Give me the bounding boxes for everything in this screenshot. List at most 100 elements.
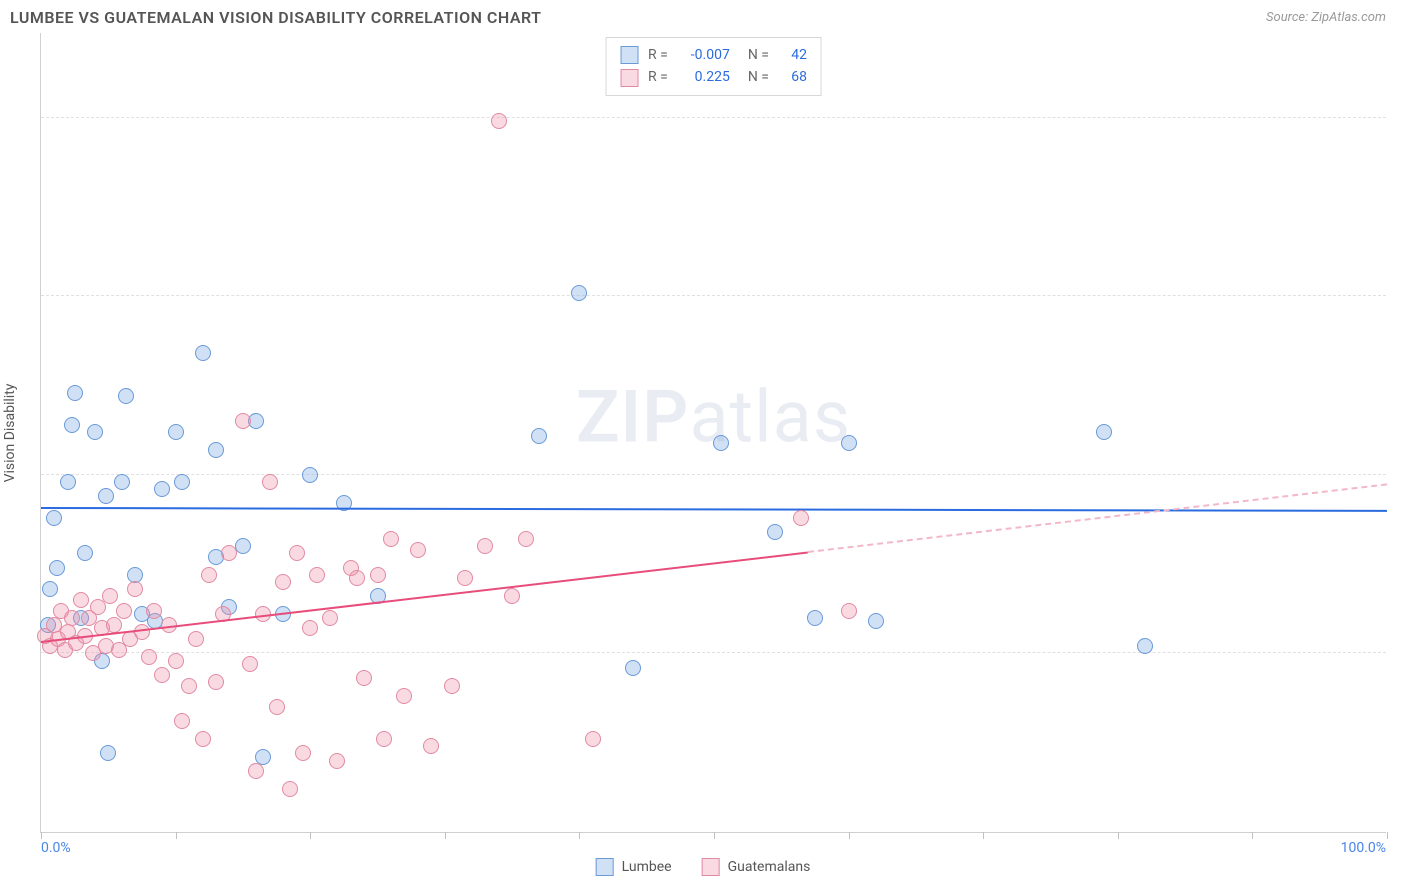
data-point-guatemalans [504, 588, 520, 604]
data-point-lumbee [42, 581, 58, 597]
data-point-guatemalans [242, 656, 258, 672]
data-point-guatemalans [410, 542, 426, 558]
data-point-guatemalans [309, 567, 325, 583]
data-point-guatemalans [282, 781, 298, 797]
data-point-guatemalans [370, 567, 386, 583]
legend-n-label: N = [748, 44, 769, 66]
legend-bottom: Lumbee Guatemalans [596, 858, 811, 876]
legend-r-label: R = [648, 66, 668, 88]
data-point-lumbee [174, 474, 190, 490]
data-point-lumbee [67, 385, 83, 401]
data-point-guatemalans [262, 474, 278, 490]
data-point-lumbee [100, 745, 116, 761]
legend-r-value: -0.007 [678, 44, 730, 66]
y-axis-title: Vision Disability [2, 384, 18, 483]
legend-label: Lumbee [622, 859, 672, 875]
data-point-lumbee [46, 510, 62, 526]
data-point-lumbee [1096, 424, 1112, 440]
data-point-lumbee [868, 613, 884, 629]
data-point-guatemalans [208, 674, 224, 690]
x-tick [983, 832, 984, 839]
data-point-guatemalans [793, 510, 809, 526]
data-point-lumbee [195, 345, 211, 361]
data-point-guatemalans [127, 581, 143, 597]
legend-r-value: 0.225 [678, 66, 730, 88]
data-point-guatemalans [201, 567, 217, 583]
x-tick [849, 832, 850, 839]
chart-title: LUMBEE VS GUATEMALAN VISION DISABILITY C… [10, 8, 542, 27]
legend-swatch [620, 69, 638, 87]
data-point-guatemalans [181, 678, 197, 694]
data-point-lumbee [571, 285, 587, 301]
data-point-lumbee [713, 435, 729, 451]
x-tick [41, 832, 42, 839]
data-point-lumbee [118, 388, 134, 404]
chart-header: LUMBEE VS GUATEMALAN VISION DISABILITY C… [0, 0, 1406, 29]
data-point-lumbee [841, 435, 857, 451]
data-point-guatemalans [329, 753, 345, 769]
data-point-guatemalans [322, 610, 338, 626]
x-tick [714, 832, 715, 839]
y-tick-label: 7.5% [1394, 288, 1406, 304]
legend-swatch [702, 858, 720, 876]
data-point-lumbee [1137, 638, 1153, 654]
data-point-guatemalans [491, 113, 507, 129]
data-point-lumbee [531, 428, 547, 444]
data-point-guatemalans [302, 620, 318, 636]
data-point-guatemalans [221, 545, 237, 561]
data-point-guatemalans [195, 731, 211, 747]
y-tick-label: 10.0% [1394, 110, 1406, 126]
legend-item-guatemalans: Guatemalans [702, 858, 811, 876]
legend-n-value: 42 [779, 44, 807, 66]
chart-area: ZIPatlas 2.5%5.0%7.5%10.0%0.0%100.0%R =-… [40, 33, 1386, 833]
data-point-guatemalans [477, 538, 493, 554]
data-point-guatemalans [154, 667, 170, 683]
data-point-guatemalans [102, 588, 118, 604]
data-point-guatemalans [518, 531, 534, 547]
x-tick [176, 832, 177, 839]
data-point-lumbee [302, 467, 318, 483]
legend-stats: R = -0.007 N = 42 R = 0.225 N = 68 [605, 37, 822, 96]
watermark-zip: ZIP [576, 374, 689, 459]
data-point-lumbee [154, 481, 170, 497]
data-point-guatemalans [188, 631, 204, 647]
data-point-lumbee [60, 474, 76, 490]
data-point-guatemalans [116, 603, 132, 619]
trend-line [808, 484, 1387, 554]
y-tick-label: 2.5% [1394, 645, 1406, 661]
legend-n-value: 68 [779, 66, 807, 88]
data-point-guatemalans [275, 574, 291, 590]
data-point-guatemalans [457, 570, 473, 586]
x-tick [579, 832, 580, 839]
gridline-h [41, 295, 1386, 296]
data-point-guatemalans [356, 670, 372, 686]
data-point-lumbee [87, 424, 103, 440]
gridline-h [41, 652, 1386, 653]
legend-swatch [620, 46, 638, 64]
trend-line [41, 551, 808, 643]
data-point-lumbee [807, 610, 823, 626]
legend-n-label: N = [748, 66, 769, 88]
data-point-guatemalans [423, 738, 439, 754]
plot-region: ZIPatlas 2.5%5.0%7.5%10.0%0.0%100.0%R =-… [40, 33, 1386, 833]
data-point-guatemalans [295, 745, 311, 761]
data-point-lumbee [767, 524, 783, 540]
data-point-guatemalans [235, 413, 251, 429]
data-point-guatemalans [168, 653, 184, 669]
data-point-lumbee [208, 442, 224, 458]
data-point-guatemalans [64, 610, 80, 626]
gridline-h [41, 117, 1386, 118]
data-point-guatemalans [383, 531, 399, 547]
data-point-lumbee [49, 560, 65, 576]
x-tick-label: 0.0% [41, 840, 71, 856]
legend-swatch [596, 858, 614, 876]
legend-stats-row-lumbee: R = -0.007 N = 42 [620, 44, 807, 66]
data-point-guatemalans [146, 603, 162, 619]
x-tick [1118, 832, 1119, 839]
gridline-h [41, 474, 1386, 475]
legend-r-label: R = [648, 44, 668, 66]
legend-item-lumbee: Lumbee [596, 858, 672, 876]
data-point-guatemalans [134, 624, 150, 640]
data-point-guatemalans [289, 545, 305, 561]
data-point-guatemalans [585, 731, 601, 747]
